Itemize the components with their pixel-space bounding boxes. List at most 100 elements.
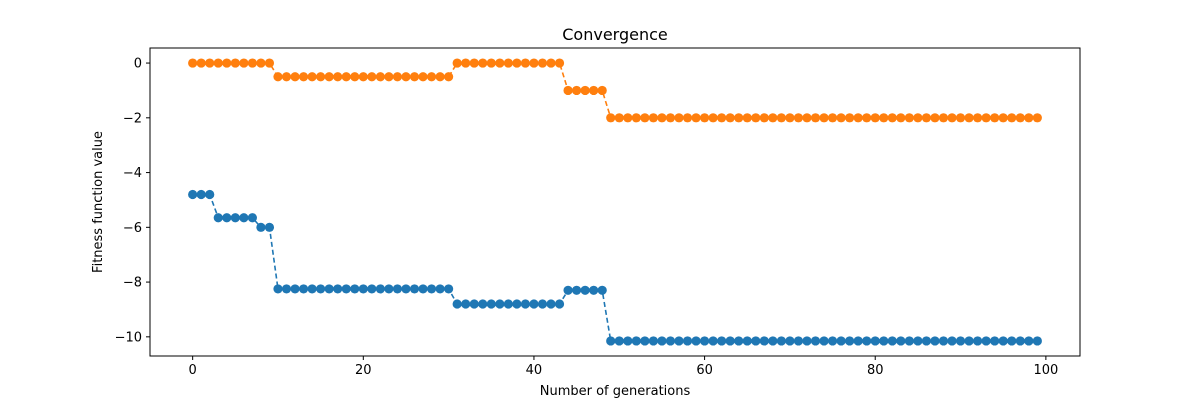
series-1-point: [520, 58, 531, 68]
series-0-point: [597, 285, 607, 295]
x-tick-label: 80: [867, 363, 884, 378]
series-0-point: [998, 336, 1008, 346]
series-0-point: [418, 284, 428, 294]
series-0-point: [631, 336, 641, 346]
series-1-point: [665, 113, 676, 123]
series-1-point: [742, 113, 752, 123]
series-1-point: [341, 72, 351, 82]
series-0-point: [810, 336, 821, 346]
series-1-point: [1024, 113, 1034, 123]
x-axis: 0 20 40 60 80 100: [189, 356, 1058, 378]
plot-markers: [188, 58, 1042, 346]
series-0-point: [665, 336, 676, 346]
series-0-point: [230, 213, 240, 223]
series-0-point: [981, 336, 991, 346]
y-tick-label: −10: [115, 330, 142, 345]
series-1-point: [375, 72, 385, 82]
series-1-point: [913, 113, 923, 123]
series-0-point: [367, 284, 377, 294]
series-0-point: [529, 299, 539, 309]
series-0-point: [938, 336, 949, 346]
series-1-point: [1007, 113, 1017, 123]
series-1-point: [674, 113, 684, 123]
series-1-point: [247, 58, 257, 68]
series-0-point: [222, 213, 232, 223]
y-axis: 0 −2 −4 −6 −8 −10: [115, 57, 150, 345]
series-0-point: [930, 336, 940, 346]
series-1-point: [239, 58, 249, 68]
series-0-point: [273, 284, 283, 294]
y-tick-label: −8: [123, 276, 142, 291]
series-0-point: [921, 336, 932, 346]
series-0-point: [879, 336, 889, 346]
series-1-point: [751, 113, 761, 123]
series-0-point: [256, 222, 266, 232]
series-0-point: [776, 336, 786, 346]
series-1-point: [699, 113, 710, 123]
series-0-point: [725, 336, 735, 346]
series-0-point: [461, 299, 471, 309]
series-1-point: [623, 113, 633, 123]
series-0-point: [520, 299, 531, 309]
series-1-point: [230, 58, 240, 68]
series-0-point: [435, 284, 445, 294]
series-1-point: [879, 113, 889, 123]
series-1-point: [776, 113, 786, 123]
series-0-point: [853, 336, 863, 346]
series-0-point: [546, 299, 556, 309]
series-1-point: [392, 72, 403, 82]
series-0-point: [682, 336, 693, 346]
series-1-point: [930, 113, 940, 123]
series-1-point: [1015, 113, 1025, 123]
series-1-point: [734, 113, 744, 123]
series-0-point: [674, 336, 684, 346]
series-0-point: [862, 336, 872, 346]
series-0-point: [793, 336, 804, 346]
series-0-point: [990, 336, 1000, 346]
series-0-point: [358, 284, 368, 294]
series-1-point: [316, 72, 326, 82]
series-1-point: [640, 113, 650, 123]
series-1-point: [597, 85, 607, 96]
series-1-point: [290, 72, 300, 82]
series-1-point: [222, 58, 232, 68]
series-1-point: [691, 113, 701, 123]
series-1-point: [657, 113, 667, 123]
series-1-point: [981, 113, 991, 123]
y-tick-label: −6: [123, 221, 142, 236]
series-1-point: [725, 113, 735, 123]
series-1-point: [827, 113, 838, 123]
x-tick-label: 20: [355, 363, 372, 378]
series-1-point: [682, 113, 693, 123]
series-0-point: [785, 336, 795, 346]
series-1-point: [563, 85, 573, 96]
series-0-point: [426, 284, 437, 294]
series-0-point: [247, 213, 257, 223]
series-1-point: [537, 58, 548, 68]
series-1-line: [192, 62, 1038, 119]
series-0-point: [1007, 336, 1017, 346]
series-0-point: [1024, 336, 1034, 346]
series-1-point: [444, 72, 454, 82]
series-0-point: [409, 284, 420, 294]
series-0-point: [290, 284, 300, 294]
chart-title: Convergence: [562, 25, 668, 44]
series-0-point: [444, 284, 454, 294]
series-0-point: [955, 336, 966, 346]
series-1-point: [785, 113, 795, 123]
series-0-point: [819, 336, 829, 346]
series-0-point: [751, 336, 761, 346]
y-axis-label: Fitness function value: [91, 131, 106, 273]
series-1-point: [631, 113, 641, 123]
series-1-point: [802, 113, 812, 123]
series-0-point: [964, 336, 974, 346]
plot-frame: [149, 47, 1081, 357]
series-1-point: [572, 85, 582, 96]
series-1-point: [870, 113, 880, 123]
series-1-point: [384, 72, 394, 82]
series-1-point: [435, 72, 445, 82]
series-1-point: [862, 113, 872, 123]
series-0-point: [469, 299, 479, 309]
series-1-point: [461, 58, 471, 68]
